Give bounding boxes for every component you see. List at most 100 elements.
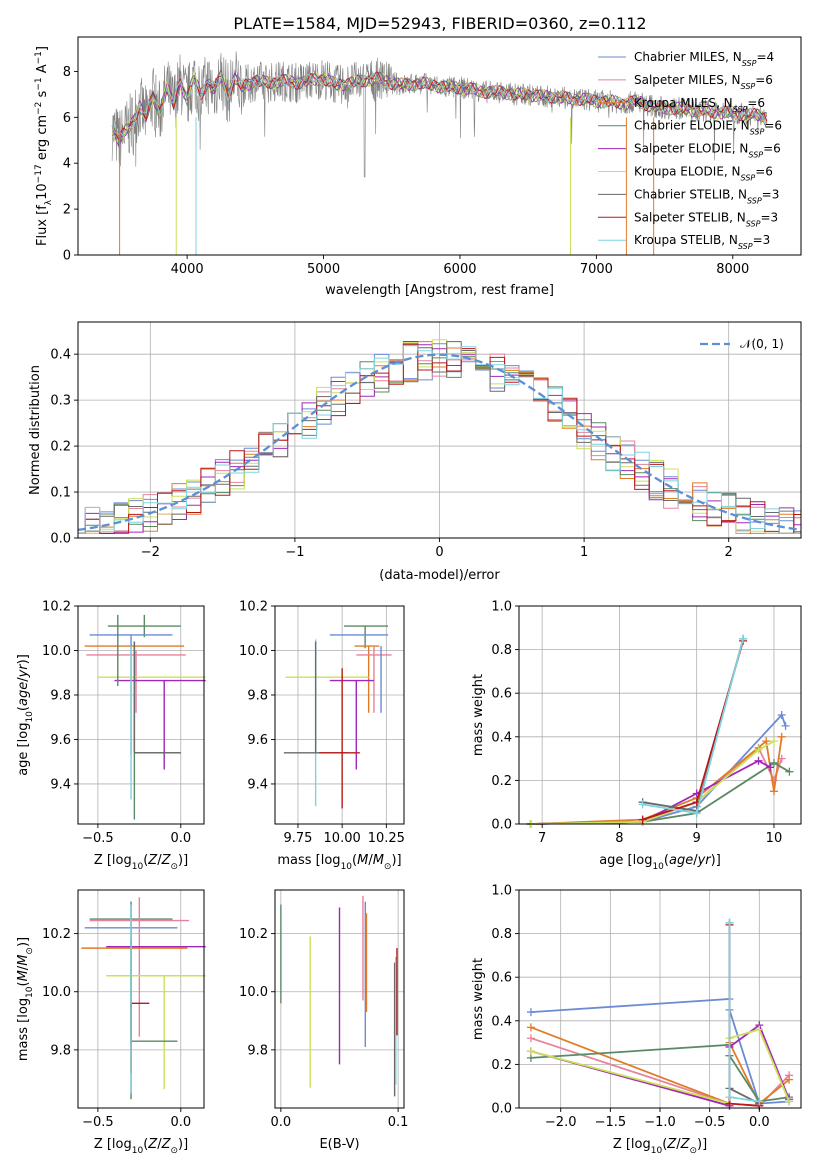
weight_vs_age-marker-8-1 [692, 809, 701, 818]
mass_vs_Z-panel: −0.5 0.0 9.8 10.0 10.2 [42, 890, 206, 1130]
gaussian-legend-label: 𝒩(0, 1) [740, 337, 784, 351]
weight_vs_Z-ytick-label: 0.6 [491, 971, 512, 986]
spectrum-ytick-label: 6 [63, 111, 71, 126]
label-part: 10 [132, 862, 144, 872]
label-part: mass [log [16, 998, 31, 1061]
residuals-plot-area [78, 339, 801, 534]
label-part: M [373, 853, 384, 868]
label-part: / [693, 853, 698, 868]
label-part: Flux [f [35, 205, 50, 246]
legend-label-4: Salpeter ELODIE, NSSP=6 [634, 142, 781, 160]
weight_vs_Z-ytick-label: 0.0 [491, 1102, 512, 1117]
legend-label-sub: SSP [733, 104, 748, 113]
label-part: / [368, 853, 373, 868]
mass-vs-EBV-xlabel: E(B-V) [319, 1137, 359, 1152]
label-part: λ [44, 199, 54, 205]
label-part: 10 [341, 862, 353, 872]
mass_vs_EBV-xtick-label: 0.0 [271, 1115, 292, 1130]
spectrum-ylabel: Flux [fλ10−17 erg cm−2 s−1 A−1] [34, 46, 54, 246]
legend-label-sub: SSP [747, 196, 762, 205]
mass-vs-Z-xlabel: Z [log10(Z/Z⊙)] [94, 1137, 188, 1156]
weight_vs_age-xtick-label: 9 [693, 831, 701, 846]
weight_vs_age-marker-4-4 [766, 763, 775, 772]
label-part: ⊙ [384, 862, 392, 872]
spectrum-ytick-label: 4 [63, 157, 71, 172]
weight_vs_age-ylabel: mass weight [471, 674, 486, 756]
weight_vs_Z-xtick-label: −1.5 [595, 1115, 627, 1130]
spectrum-panel: 4000 5000 6000 7000 8000 0 2 4 6 8 [63, 51, 768, 277]
label-part: −1 [34, 51, 44, 64]
spectrum-ytick-label: 0 [63, 249, 71, 264]
weight_vs_Z-series-6 [728, 922, 760, 1105]
residuals-ytick-label: 0.0 [50, 532, 71, 547]
label-part: / [157, 853, 162, 868]
legend-label-main: Chabrier ELODIE, N [634, 119, 750, 133]
weight_vs_Z-xtick-label: −0.5 [694, 1115, 726, 1130]
spectrum-plot-area [111, 51, 768, 255]
label-part: )] [16, 937, 31, 947]
label-part: Z [147, 853, 158, 868]
weight_vs_Z-panel: −2.0 −1.5 −1.0 −0.5 0.0 0.0 0.2 0.4 0.6 0.8 1.0 [491, 884, 801, 1130]
legend-label-sub: SSP [741, 173, 756, 182]
label-part: A [35, 64, 50, 77]
weight_vs_age-series-5 [530, 740, 775, 825]
weight_vs_age-marker-7-0 [638, 815, 647, 824]
weight_vs_Z-marker-5-4 [785, 1097, 794, 1106]
age_vs_mass-ytick-label: 9.4 [247, 777, 268, 792]
residuals-ytick-label: 0.1 [50, 486, 71, 501]
residuals-xtick-label: 1 [580, 545, 588, 560]
age_vs_mass-xtick-label: 10.25 [368, 831, 405, 846]
weight_vs_age-series-6 [642, 638, 744, 812]
mass_vs_Z-plot-area [81, 897, 206, 1100]
weight_vs_age-marker-0-4 [781, 721, 790, 730]
legend-label-tail: =3 [760, 210, 778, 224]
age_vs_mass-ytick-label: 10.0 [239, 644, 268, 659]
label-part: 10 [652, 862, 664, 872]
spectrum-ytick-label: 8 [63, 65, 71, 80]
spectrum-xtick-label: 6000 [443, 262, 476, 277]
age_vs_mass-panel: 9.75 10.00 10.25 9.4 9.6 9.8 10.0 10.2 [239, 600, 405, 847]
weight_vs_age-series-8 [642, 638, 744, 815]
weight_vs_Z-marker-0-0 [526, 1008, 535, 1017]
residuals-xtick-label: −1 [285, 545, 304, 560]
weight_vs_age-marker-3-3 [769, 758, 778, 767]
age_vs_Z-plot-area [84, 614, 206, 820]
weight_vs_age-xtick-label: 7 [538, 831, 546, 846]
residuals-xtick-label: 2 [725, 545, 733, 560]
legend-label-2: Kroupa MILES, NSSP=6 [634, 96, 765, 114]
label-part: M [357, 853, 368, 868]
weight_vs_age-plot-area [526, 634, 794, 828]
weight_vs_age-marker-8-0 [638, 800, 647, 809]
age_vs_mass-frame [274, 605, 405, 825]
mass_vs_Z-ytick-label: 10.2 [42, 927, 71, 942]
weight_vs_age-marker-5-3 [754, 745, 763, 754]
weight_vs_Z-plot-area [526, 918, 794, 1110]
label-part: ⊙ [689, 1146, 697, 1156]
weight_vs_Z-ytick-label: 0.8 [491, 927, 512, 942]
weight_vs_age-xtick-label: 8 [615, 831, 623, 846]
weight_vs_Z-marker-5-0 [526, 1047, 535, 1056]
mass_vs_EBV-panel: 0.0 0.1 9.8 10.0 10.2 [239, 890, 408, 1130]
mass_vs_EBV-frame [274, 889, 405, 1109]
legend-label-main: Salpeter MILES, N [634, 73, 741, 87]
spectrum-xtick-label: 4000 [171, 262, 204, 277]
label-part: ( [662, 1137, 667, 1152]
label-part: )] [178, 1137, 188, 1152]
label-part: ⊙ [25, 947, 35, 955]
legend-label-sub: SSP [741, 81, 756, 90]
label-part: age [16, 682, 31, 706]
label-part: Z [680, 1137, 691, 1152]
weight_vs_Z-ytick-label: 0.2 [491, 1058, 512, 1073]
weight_vs_age-xtick-label: 10 [766, 831, 783, 846]
weight_vs_age-marker-0-3 [777, 711, 786, 719]
weight_vs_Z-ytick-label: 0.4 [491, 1014, 512, 1029]
mass_vs_EBV-ytick-label: 10.2 [239, 927, 268, 942]
weight_vs_age-ytick-label: 0.6 [491, 687, 512, 702]
weight_vs_age-marker-1-4 [769, 776, 778, 785]
age_vs_mass-xtick-label: 10.00 [324, 831, 361, 846]
age_vs_Z-ytick-label: 10.2 [42, 600, 71, 615]
weight_vs_Z-marker-2-0 [526, 1023, 535, 1032]
legend-label-sub: SSP [748, 150, 763, 159]
mass_vs_EBV-plot-area [280, 895, 398, 1097]
